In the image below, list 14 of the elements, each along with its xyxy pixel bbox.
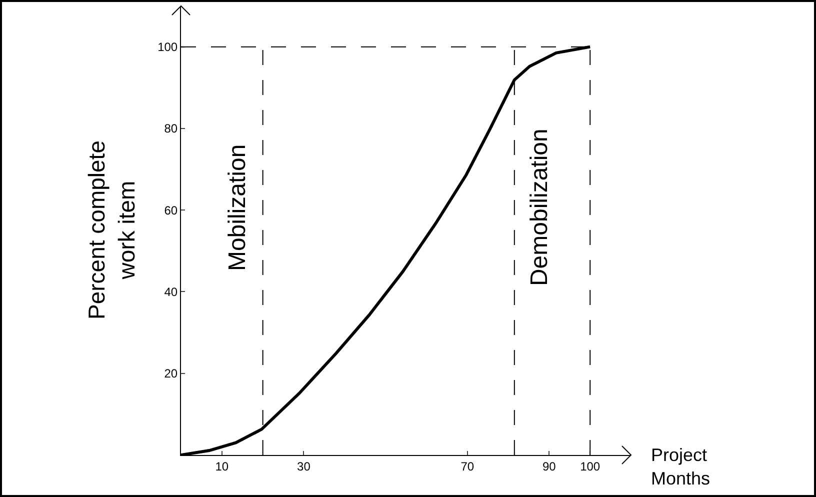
y-axis-title: Percent complete work item [84,140,140,320]
y-tick-label: 20 [164,366,178,381]
x-tick-label: 30 [297,459,311,474]
x-tick-label: 90 [542,459,556,474]
x-tick-label: 70 [460,459,474,474]
annotation: Mobilization [224,144,251,272]
annotation: Demobilization [526,128,553,286]
y-tick-label: 100 [158,40,178,54]
y-tick-label: 60 [164,203,178,218]
y-tick-label: 80 [164,122,178,136]
x-tick-label: 10 [215,459,229,474]
x-axis-title: Project Months [651,445,710,488]
y-tick-label: 40 [164,284,178,299]
x-tick-label: 100 [580,459,600,474]
